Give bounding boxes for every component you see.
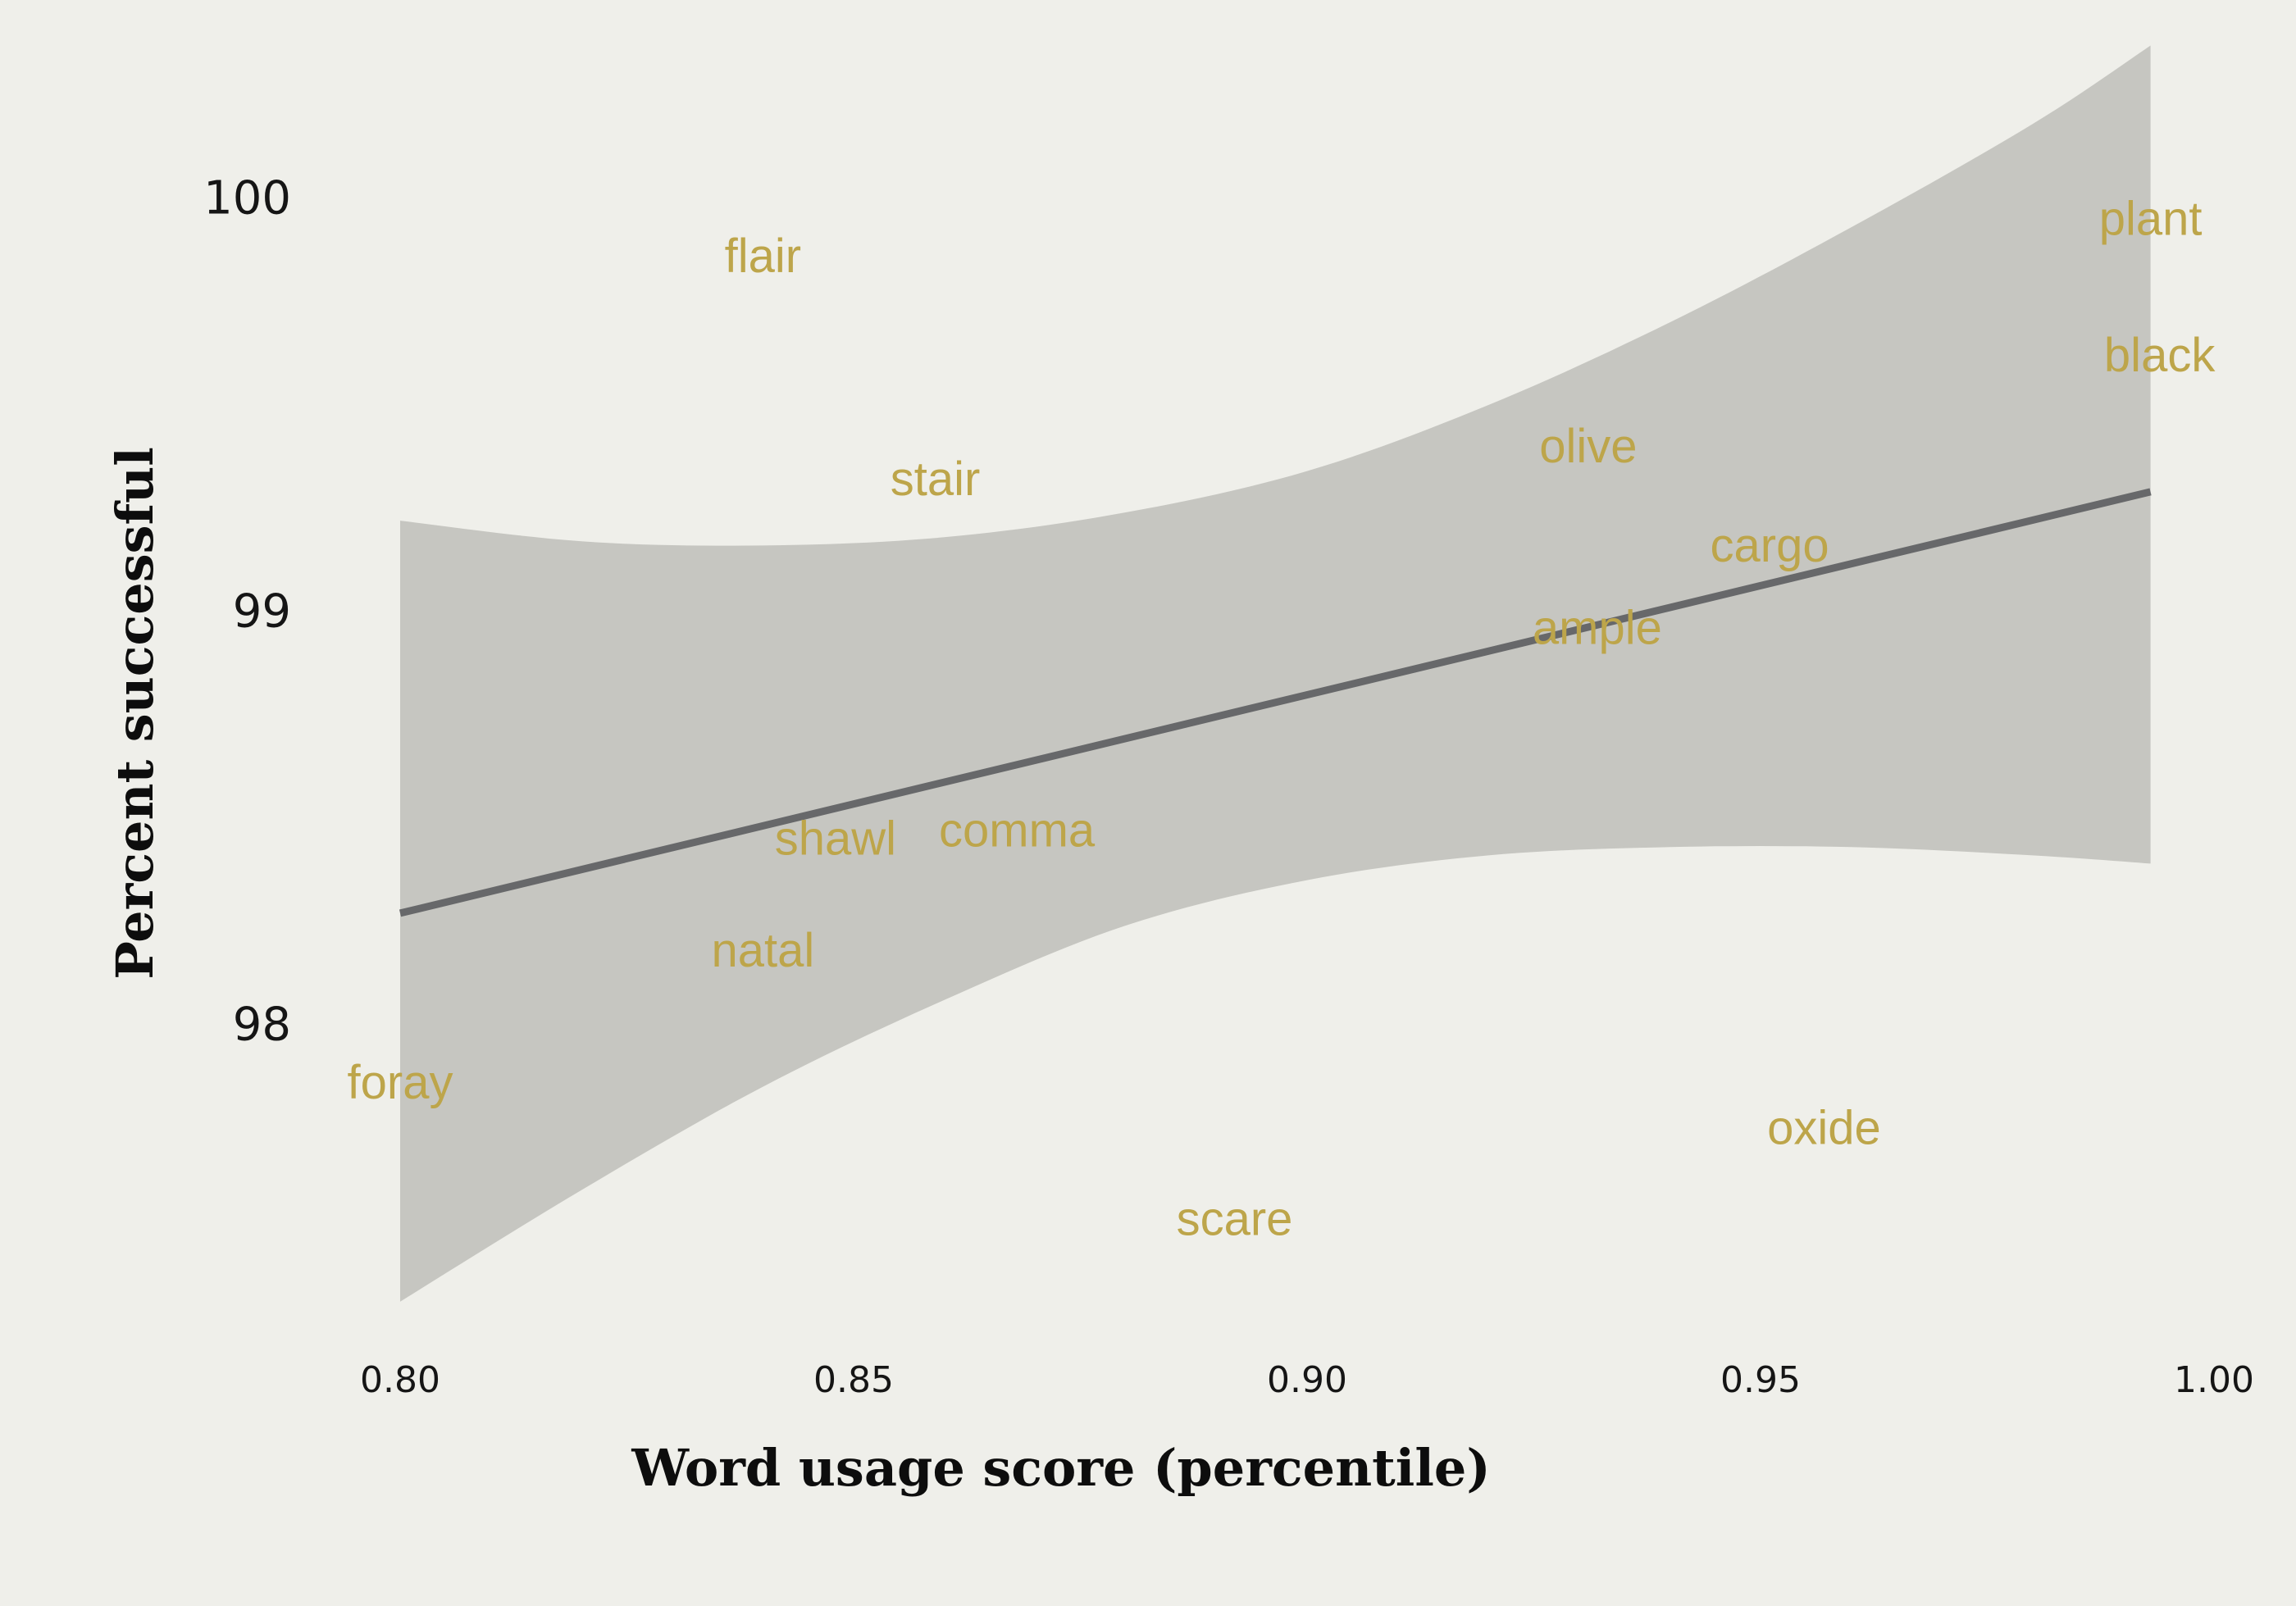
x-tick-label: 0.80	[360, 1359, 440, 1401]
point-label: plant	[2099, 193, 2203, 246]
y-axis-ticks: 98 99 100	[203, 172, 291, 1052]
trend-line	[399, 488, 2152, 917]
point-labels: flair plant black stair olive cargo ample shawl…	[348, 193, 2216, 1246]
point-label: oxide	[1767, 1102, 1881, 1155]
point-label: shawl	[775, 812, 896, 866]
point-label: black	[2104, 329, 2216, 382]
point-label: scare	[1177, 1192, 1293, 1245]
point-label: foray	[348, 1056, 453, 1109]
x-axis-title: Word usage score (percentile)	[631, 1438, 1490, 1498]
point-label: ample	[1533, 602, 1662, 655]
x-tick-label: 0.95	[1720, 1359, 1801, 1401]
y-tick-label: 98	[233, 999, 291, 1052]
point-label: comma	[939, 804, 1096, 858]
y-axis-title: Percent successful	[105, 447, 165, 980]
point-label: olive	[1539, 420, 1637, 473]
x-tick-label: 0.90	[1267, 1359, 1347, 1401]
y-tick-label: 100	[203, 172, 291, 225]
point-label: stair	[891, 453, 981, 506]
confidence-band	[400, 45, 2151, 1302]
x-tick-label: 1.00	[2174, 1359, 2254, 1401]
point-label: flair	[725, 230, 801, 283]
trend-line-group	[399, 488, 2152, 917]
point-label: cargo	[1711, 519, 1829, 572]
x-axis-ticks: 0.80 0.85 0.90 0.95 1.00	[360, 1359, 2254, 1401]
point-label: natal	[712, 924, 815, 977]
y-tick-label: 99	[233, 585, 291, 639]
confidence-band-group	[400, 45, 2151, 1302]
x-tick-label: 0.85	[813, 1359, 894, 1401]
